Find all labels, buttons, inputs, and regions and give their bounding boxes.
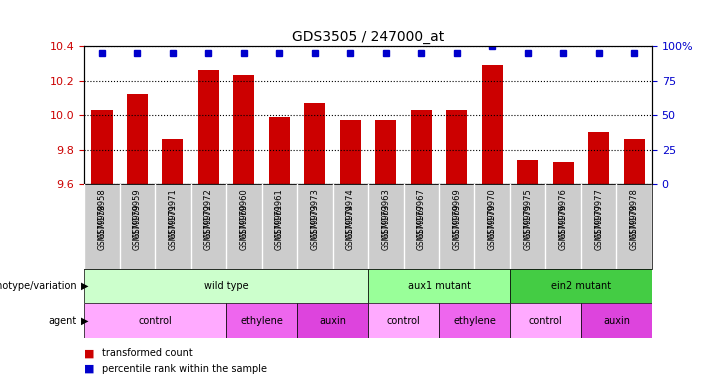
- FancyBboxPatch shape: [510, 269, 652, 303]
- Text: GSM179972: GSM179972: [204, 204, 213, 250]
- Text: GSM179970: GSM179970: [488, 204, 497, 250]
- FancyBboxPatch shape: [84, 184, 652, 269]
- Text: control: control: [138, 316, 172, 326]
- FancyBboxPatch shape: [84, 303, 226, 338]
- Bar: [375, 120, 397, 184]
- Text: ethylene: ethylene: [453, 316, 496, 326]
- Text: auxin: auxin: [319, 316, 346, 326]
- Text: GSM179975: GSM179975: [523, 189, 532, 239]
- Bar: [91, 110, 112, 184]
- Bar: [198, 70, 219, 184]
- Text: GSM179963: GSM179963: [381, 204, 390, 250]
- Text: ■: ■: [84, 364, 95, 374]
- Title: GDS3505 / 247000_at: GDS3505 / 247000_at: [292, 30, 444, 44]
- Text: agent: agent: [49, 316, 77, 326]
- Text: GSM179974: GSM179974: [346, 189, 355, 239]
- Text: GSM179967: GSM179967: [417, 189, 426, 239]
- Text: transformed count: transformed count: [102, 348, 192, 358]
- Text: GSM179958: GSM179958: [97, 189, 107, 239]
- Bar: [517, 160, 538, 184]
- Text: GSM179977: GSM179977: [594, 189, 603, 239]
- Text: GSM179977: GSM179977: [594, 204, 603, 250]
- Text: GSM179976: GSM179976: [559, 189, 568, 239]
- Text: control: control: [529, 316, 562, 326]
- Text: GSM179969: GSM179969: [452, 204, 461, 250]
- Text: GSM179959: GSM179959: [133, 189, 142, 239]
- Text: GSM179961: GSM179961: [275, 204, 284, 250]
- FancyBboxPatch shape: [84, 269, 368, 303]
- Text: GSM179960: GSM179960: [239, 189, 248, 239]
- Text: ethylene: ethylene: [240, 316, 283, 326]
- Text: GSM179972: GSM179972: [204, 189, 213, 239]
- Text: ein2 mutant: ein2 mutant: [551, 281, 611, 291]
- Text: ■: ■: [84, 348, 95, 358]
- Bar: [411, 110, 432, 184]
- Text: GSM179961: GSM179961: [275, 189, 284, 239]
- FancyBboxPatch shape: [581, 303, 652, 338]
- Text: GSM179974: GSM179974: [346, 204, 355, 250]
- Bar: [552, 162, 574, 184]
- Text: ▶: ▶: [81, 281, 88, 291]
- FancyBboxPatch shape: [439, 303, 510, 338]
- Bar: [268, 117, 290, 184]
- Bar: [624, 139, 645, 184]
- Bar: [127, 94, 148, 184]
- Text: control: control: [387, 316, 421, 326]
- Bar: [304, 103, 325, 184]
- Text: GSM179971: GSM179971: [168, 189, 177, 239]
- Text: GSM179967: GSM179967: [417, 204, 426, 250]
- Text: GSM179959: GSM179959: [133, 204, 142, 250]
- Text: GSM179969: GSM179969: [452, 189, 461, 239]
- Text: GSM179978: GSM179978: [629, 189, 639, 239]
- Text: genotype/variation: genotype/variation: [0, 281, 77, 291]
- Text: wild type: wild type: [204, 281, 248, 291]
- FancyBboxPatch shape: [297, 303, 368, 338]
- Text: percentile rank within the sample: percentile rank within the sample: [102, 364, 266, 374]
- Text: GSM179963: GSM179963: [381, 189, 390, 239]
- FancyBboxPatch shape: [368, 303, 439, 338]
- FancyBboxPatch shape: [226, 303, 297, 338]
- FancyBboxPatch shape: [510, 303, 581, 338]
- Bar: [162, 139, 184, 184]
- Bar: [588, 132, 609, 184]
- Bar: [233, 75, 254, 184]
- Bar: [446, 110, 468, 184]
- Text: GSM179975: GSM179975: [523, 204, 532, 250]
- Text: auxin: auxin: [603, 316, 630, 326]
- Text: GSM179973: GSM179973: [311, 189, 319, 239]
- FancyBboxPatch shape: [368, 269, 510, 303]
- Text: GSM179958: GSM179958: [97, 204, 107, 250]
- Bar: [340, 120, 361, 184]
- Text: GSM179971: GSM179971: [168, 204, 177, 250]
- Text: GSM179970: GSM179970: [488, 189, 497, 239]
- Text: aux1 mutant: aux1 mutant: [407, 281, 470, 291]
- Bar: [482, 65, 503, 184]
- Text: ▶: ▶: [81, 316, 88, 326]
- Text: GSM179960: GSM179960: [239, 204, 248, 250]
- Text: GSM179978: GSM179978: [629, 204, 639, 250]
- Text: GSM179973: GSM179973: [311, 204, 319, 250]
- Text: GSM179976: GSM179976: [559, 204, 568, 250]
